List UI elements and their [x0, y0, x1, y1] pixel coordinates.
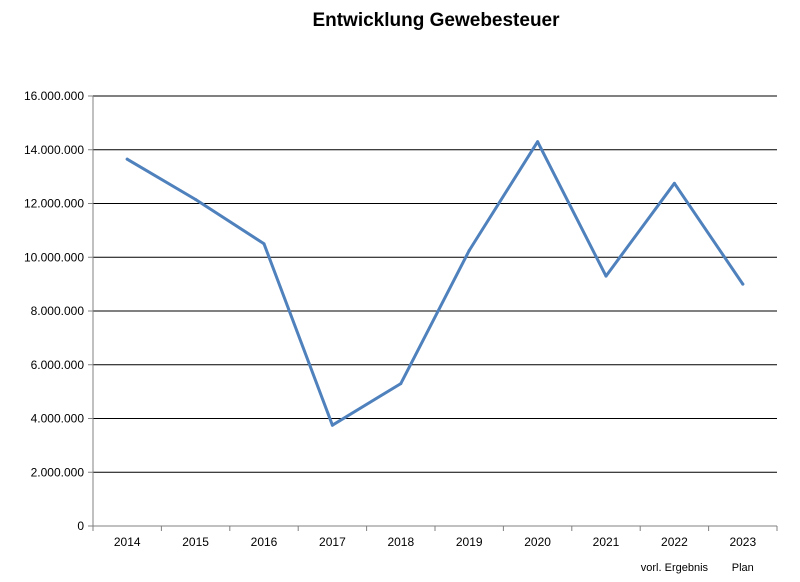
series-layer [125, 140, 745, 427]
y-tick-label: 2.000.000 [31, 465, 85, 479]
data-point [399, 382, 403, 386]
category-note: vorl. Ergebnis [641, 562, 709, 574]
x-tick-label: 2018 [387, 535, 414, 549]
data-point [467, 249, 471, 253]
x-tick-label: 2023 [729, 535, 756, 549]
x-tick-label: 2022 [661, 535, 688, 549]
data-point [741, 282, 745, 286]
x-tick-label: 2014 [114, 535, 141, 549]
category-note: Plan [732, 562, 754, 574]
data-point [672, 181, 676, 185]
data-point [536, 140, 540, 144]
y-tick-label: 14.000.000 [24, 143, 84, 157]
data-point [330, 423, 334, 427]
axes [88, 95, 778, 531]
x-tick-label: 2019 [456, 535, 483, 549]
data-point [262, 242, 266, 246]
x-tick-label: 2020 [524, 535, 551, 549]
x-tick-label: 2021 [593, 535, 620, 549]
y-tick-label: 16.000.000 [24, 89, 84, 103]
x-axis-tick-labels: 2014 2015 2016 2017 2018 2019 2020 2021 2022 2023 [114, 535, 757, 549]
y-tick-label: 4.000.000 [31, 412, 85, 426]
gridlines [93, 95, 777, 473]
x-tick-label: 2017 [319, 535, 346, 549]
y-tick-label: 10.000.000 [24, 250, 84, 264]
data-point [194, 197, 198, 201]
y-axis-tick-labels: 0 2.000.000 4.000.000 6.000.000 8.000.000 10.… [24, 89, 84, 533]
y-tick-label: 6.000.000 [31, 358, 85, 372]
y-tick-label: 8.000.000 [31, 304, 85, 318]
x-tick-label: 2015 [182, 535, 209, 549]
y-tick-label: 12.000.000 [24, 197, 84, 211]
y-tick-label: 0 [77, 519, 84, 533]
data-point [604, 274, 608, 278]
series-line [125, 140, 745, 427]
data-point [125, 157, 129, 161]
chart-title: Entwicklung Gewebesteuer [312, 10, 560, 31]
x-tick-label: 2016 [251, 535, 278, 549]
category-notes: vorl. Ergebnis Plan [641, 562, 754, 574]
